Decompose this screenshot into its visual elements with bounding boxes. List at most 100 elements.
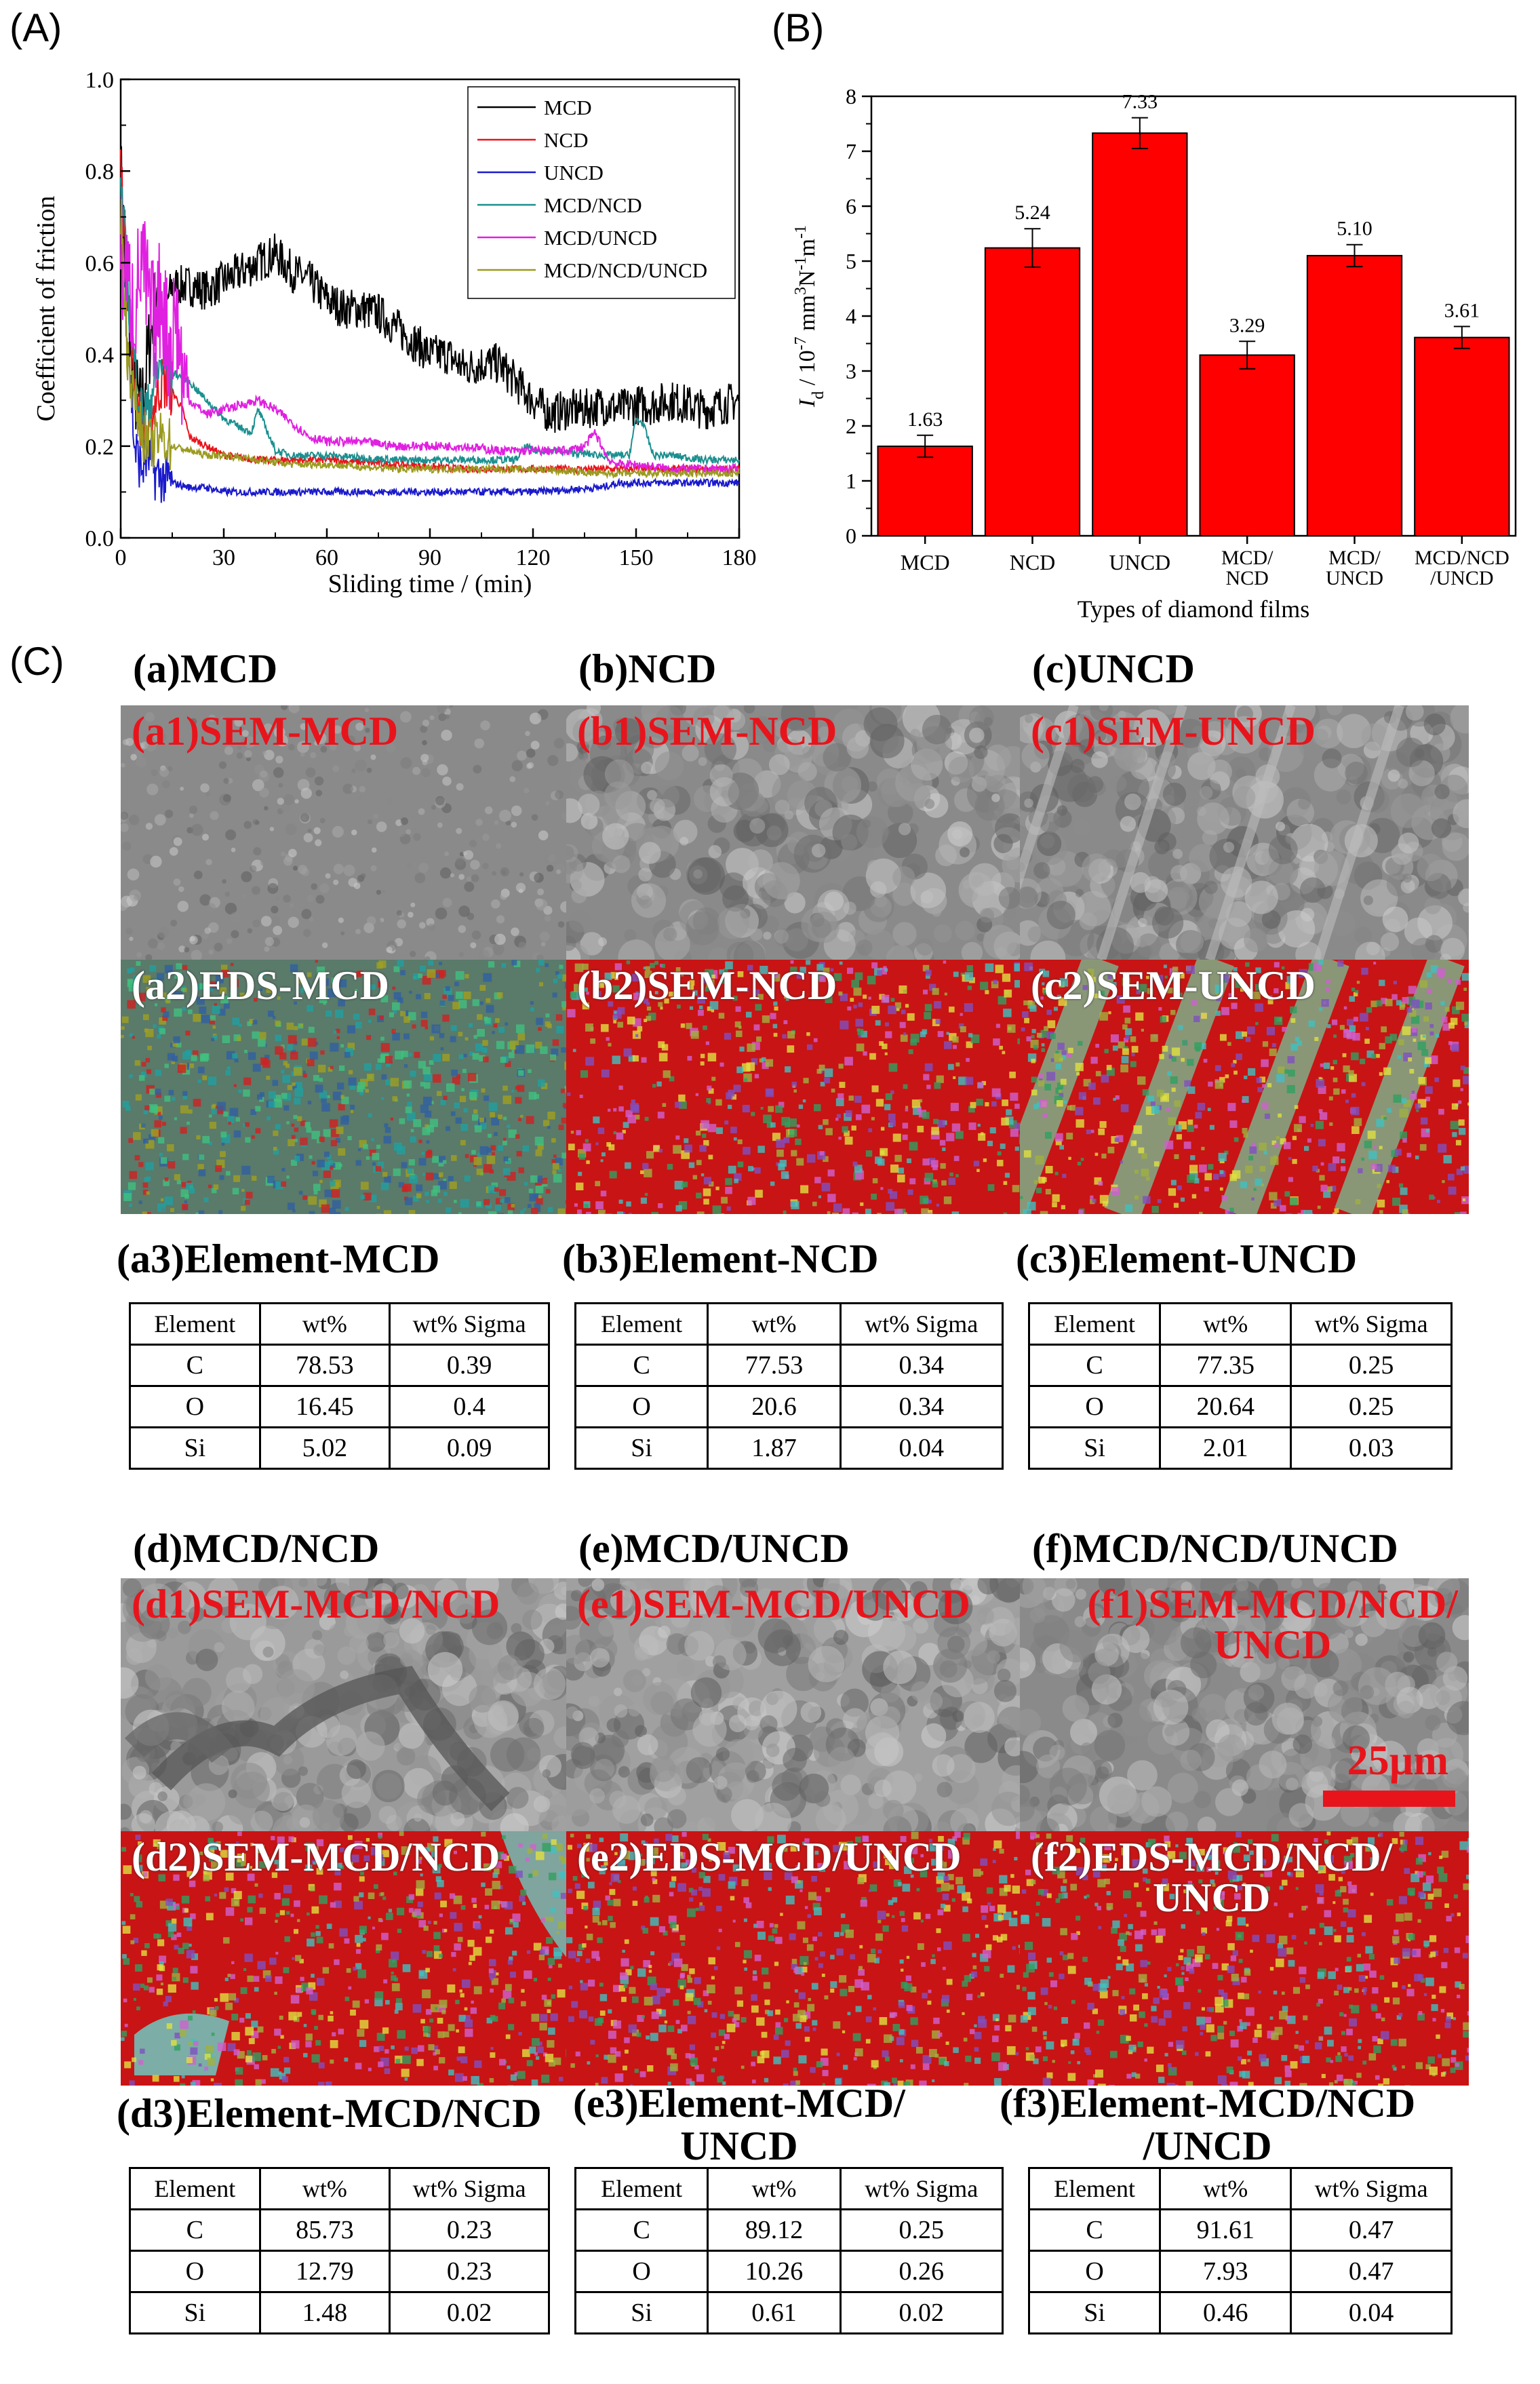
eds-dot — [449, 1893, 456, 1899]
eds-dot — [121, 1026, 125, 1030]
eds-dot — [751, 1058, 758, 1065]
eds-dot — [440, 1099, 446, 1106]
eds-dot — [522, 1901, 526, 1905]
y-tick-label: 7 — [846, 139, 856, 163]
eds-dot — [476, 1169, 483, 1175]
eds-dot — [241, 1206, 246, 1211]
eds-dot — [443, 1178, 447, 1182]
eds-dot — [696, 1211, 705, 1214]
eds-dot — [1088, 974, 1093, 979]
eds-dot — [1233, 1137, 1239, 1142]
eds-dot — [1038, 1074, 1044, 1078]
eds-dot — [438, 1161, 444, 1167]
eds-map — [1020, 960, 1469, 1214]
sem-grain — [1025, 714, 1033, 723]
sem-tile: (a1)SEM-MCD — [121, 705, 566, 960]
table-cell: 0.25 — [1290, 1385, 1453, 1428]
eds-dot — [939, 1139, 946, 1146]
sem-grain — [300, 813, 310, 823]
sem-grain — [1440, 937, 1465, 960]
eds-dot — [1411, 1091, 1415, 1094]
sem-grain — [566, 856, 584, 884]
eds-dot — [174, 971, 182, 979]
eds-dot — [455, 971, 465, 980]
eds-dot — [1118, 1041, 1125, 1049]
eds-dot — [839, 961, 843, 965]
eds-dot — [288, 1836, 294, 1842]
eds-dot — [500, 1198, 505, 1203]
eds-dot — [1098, 1128, 1105, 1135]
eds-dot — [368, 1019, 372, 1023]
eds-dot — [219, 1175, 224, 1180]
eds-dot — [159, 1028, 165, 1034]
eds-dot — [1320, 1162, 1324, 1166]
eds-dot — [465, 2019, 473, 2028]
eds-dot — [303, 2052, 308, 2058]
eds-dot — [182, 964, 188, 971]
eds-dot — [844, 1136, 853, 1145]
eds-dot — [1151, 1106, 1160, 1114]
eds-dot — [709, 1001, 719, 1010]
sem-grain — [136, 756, 147, 768]
sem-grain — [507, 1786, 529, 1809]
eds-dot — [206, 985, 213, 992]
eds-dot — [153, 1933, 159, 1939]
eds-dot — [1308, 1020, 1315, 1027]
eds-dot — [420, 1873, 423, 1877]
eds-dot — [245, 1137, 251, 1143]
sem-grain — [414, 872, 426, 884]
eds-dot — [503, 1137, 507, 1141]
eds-dot — [290, 1913, 294, 1917]
sem-grain — [523, 1717, 545, 1740]
eds-dot — [130, 1892, 134, 1896]
eds-dot — [142, 975, 151, 983]
sem-grain — [874, 895, 888, 907]
eds-dot — [294, 1156, 300, 1162]
eds-dot — [907, 1013, 915, 1021]
sem-grain — [429, 715, 435, 720]
eds-dot — [274, 1095, 281, 1102]
eds-dot — [743, 1146, 751, 1155]
eds-dot — [285, 1911, 290, 1915]
sem-grain — [496, 915, 505, 924]
eds-dot — [1215, 984, 1223, 994]
sem-grain — [478, 950, 490, 960]
eds-dot — [836, 1114, 841, 1118]
sem-grain — [490, 1737, 525, 1772]
eds-dot — [1131, 1046, 1139, 1053]
y-tick-label: 1 — [846, 469, 856, 493]
eds-dot — [1162, 1045, 1168, 1052]
sem-grain — [340, 931, 345, 936]
eds-dot — [1437, 1200, 1440, 1203]
eds-dot — [1270, 1156, 1279, 1165]
eds-dot — [189, 1880, 196, 1888]
eds-dot — [1402, 1209, 1408, 1214]
eds-dot — [185, 1050, 192, 1056]
eds-dot — [149, 1987, 155, 1993]
eds-dot — [1299, 1116, 1306, 1123]
eds-dot — [905, 1004, 909, 1008]
eds-dot — [1351, 1093, 1356, 1098]
eds-dot — [608, 1001, 614, 1007]
eds-dot — [1002, 1051, 1006, 1055]
eds-dot — [397, 2030, 406, 2039]
eds-dot — [1054, 1053, 1063, 1062]
eds-dot — [1345, 1099, 1349, 1103]
eds-dot — [465, 1037, 469, 1041]
eds-dot — [330, 2039, 338, 2048]
sem-grain — [225, 829, 237, 840]
sem-grain — [1189, 844, 1217, 872]
eds-map — [121, 960, 566, 1214]
eds-dot — [775, 1105, 783, 1113]
eds-dot — [1187, 1125, 1194, 1132]
eds-dot — [910, 1034, 920, 1043]
eds-dot — [944, 1041, 952, 1049]
eds-dot — [488, 1185, 496, 1194]
eds-dot — [751, 1112, 755, 1116]
eds-dot — [1058, 1089, 1062, 1093]
eds-dot — [334, 1900, 342, 1909]
eds-dot — [601, 1152, 606, 1156]
eds-dot — [325, 2082, 329, 2085]
eds-dot — [244, 1953, 253, 1962]
sem-grain — [698, 757, 707, 766]
